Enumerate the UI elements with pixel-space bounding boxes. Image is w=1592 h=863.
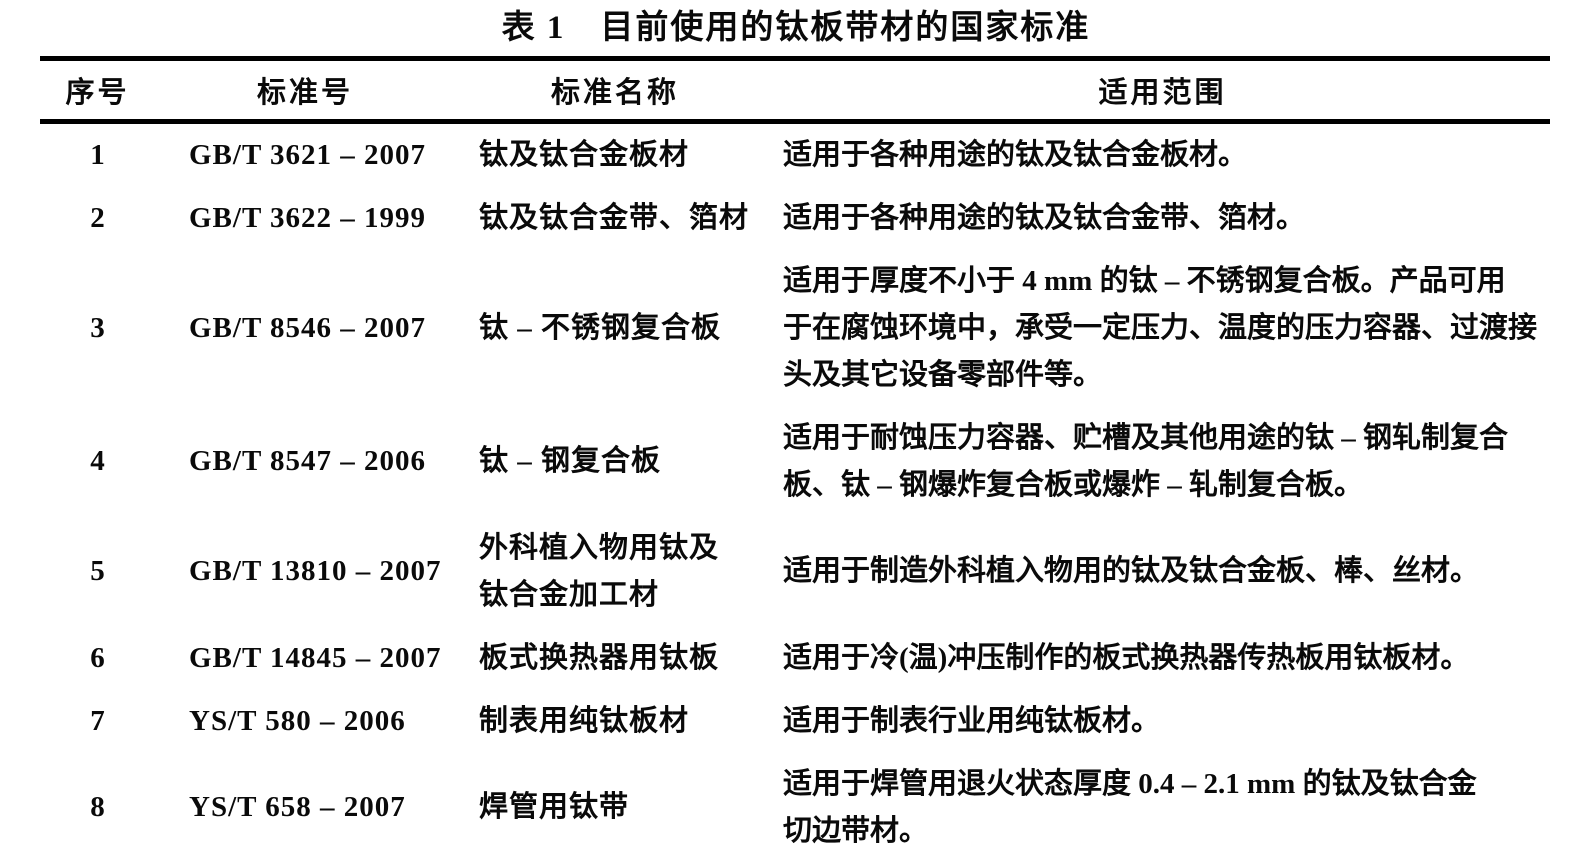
table-row: 7 YS/T 580 – 2006 制表用纯钛板材 适用于制表行业用纯钛板材。 bbox=[40, 690, 1550, 753]
cell-standard-no: YS/T 658 – 2007 bbox=[189, 791, 406, 824]
cell-name: 钛 – 不锈钢复合板 bbox=[479, 311, 722, 344]
cell-scope: 适用于焊管用退火状态厚度 0.4 – 2.1 mm 的钛及钛合金 切边带材。 bbox=[783, 767, 1477, 847]
cell-index: 4 bbox=[90, 445, 105, 478]
cell-scope: 适用于各种用途的钛及钛合金带、箔材。 bbox=[783, 201, 1306, 234]
table-row: 4 GB/T 8547 – 2006 钛 – 钢复合板 适用于耐蚀压力容器、贮槽… bbox=[40, 407, 1550, 517]
table-row: 2 GB/T 3622 – 1999 钛及钛合金带、箔材 适用于各种用途的钛及钛… bbox=[40, 187, 1550, 250]
col-header-standard-no: 标准号 bbox=[256, 77, 353, 109]
cell-name: 外科植入物用钛及 钛合金加工材 bbox=[479, 531, 720, 611]
cell-index: 6 bbox=[90, 641, 105, 674]
cell-index: 1 bbox=[90, 139, 105, 171]
cell-standard-no: GB/T 3621 – 2007 bbox=[189, 139, 427, 171]
cell-name: 钛及钛合金板材 bbox=[479, 139, 690, 171]
table-row: 6 GB/T 14845 – 2007 板式换热器用钛板 适用于冷(温)冲压制作… bbox=[40, 627, 1550, 690]
cell-name: 钛 – 钢复合板 bbox=[479, 445, 662, 478]
table-row: 5 GB/T 13810 – 2007 外科植入物用钛及 钛合金加工材 适用于制… bbox=[40, 517, 1550, 627]
table-row: 1 GB/T 3621 – 2007 钛及钛合金板材 适用于各种用途的钛及钛合金… bbox=[40, 122, 1550, 187]
cell-standard-no: GB/T 8547 – 2006 bbox=[189, 445, 427, 478]
col-header-scope: 适用范围 bbox=[1098, 77, 1227, 109]
cell-scope: 适用于冷(温)冲压制作的板式换热器传热板用钛板材。 bbox=[783, 641, 1470, 674]
cell-standard-no: YS/T 580 – 2006 bbox=[189, 704, 406, 737]
cell-index: 5 bbox=[90, 555, 105, 588]
cell-standard-no: GB/T 8546 – 2007 bbox=[189, 311, 427, 344]
col-header-name: 标准名称 bbox=[550, 77, 679, 109]
cell-index: 2 bbox=[90, 201, 105, 234]
cell-scope: 适用于各种用途的钛及钛合金板材。 bbox=[783, 139, 1248, 171]
cell-name: 制表用纯钛板材 bbox=[479, 704, 690, 737]
table-row: 8 YS/T 658 – 2007 焊管用钛带 适用于焊管用退火状态厚度 0.4… bbox=[40, 753, 1550, 863]
cell-index: 3 bbox=[90, 311, 105, 344]
cell-standard-no: GB/T 14845 – 2007 bbox=[189, 641, 442, 674]
cell-name: 焊管用钛带 bbox=[479, 791, 630, 824]
cell-scope: 适用于制表行业用纯钛板材。 bbox=[783, 704, 1161, 737]
col-header-index: 序号 bbox=[65, 77, 130, 109]
table-caption: 表 1 目前使用的钛板带材的国家标准 bbox=[501, 10, 1091, 46]
cell-standard-no: GB/T 13810 – 2007 bbox=[189, 555, 442, 588]
standards-table: 序号 标准号 标准名称 适用范围 1 GB/T 3621 – 2007 钛及钛合… bbox=[40, 56, 1550, 863]
cell-standard-no: GB/T 3622 – 1999 bbox=[189, 201, 427, 234]
header-row: 序号 标准号 标准名称 适用范围 bbox=[40, 58, 1550, 122]
cell-scope: 适用于耐蚀压力容器、贮槽及其他用途的钛 – 钢轧制复合 板、钛 – 钢爆炸复合板… bbox=[783, 421, 1509, 501]
cell-scope: 适用于制造外科植入物用的钛及钛合金板、棒、丝材。 bbox=[783, 555, 1480, 588]
cell-index: 7 bbox=[90, 704, 105, 737]
cell-index: 8 bbox=[90, 791, 105, 824]
cell-name: 钛及钛合金带、箔材 bbox=[479, 201, 750, 234]
table-row: 3 GB/T 8546 – 2007 钛 – 不锈钢复合板 适用于厚度不小于 4… bbox=[40, 250, 1550, 407]
cell-name: 板式换热器用钛板 bbox=[479, 641, 720, 674]
cell-scope: 适用于厚度不小于 4 mm 的钛 – 不锈钢复合板。产品可用 于在腐蚀环境中，承… bbox=[783, 264, 1538, 391]
